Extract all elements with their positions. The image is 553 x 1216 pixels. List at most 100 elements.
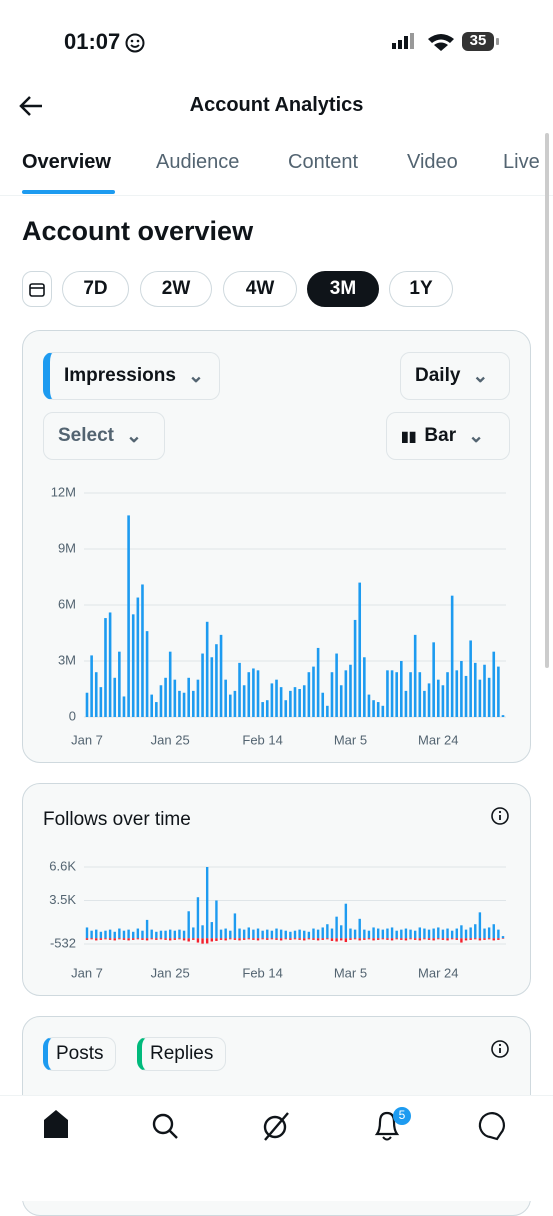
bar (487, 927, 491, 939)
bar (233, 690, 237, 717)
legend-label: Replies (150, 1043, 214, 1064)
bar (136, 938, 140, 940)
bar (330, 938, 334, 941)
legend-chip[interactable]: Posts (43, 1037, 116, 1071)
status-icons (392, 32, 499, 51)
bar (284, 930, 287, 939)
bar (265, 700, 269, 717)
tab[interactable]: Audience (156, 151, 240, 173)
bar (446, 938, 449, 941)
chart-type-dropdown[interactable]: ▮▮ Bar ⌄ (386, 412, 510, 460)
bar (455, 928, 458, 939)
chevron: ⌄ (472, 365, 489, 387)
bar (210, 657, 214, 717)
tab[interactable]: Live (503, 151, 540, 173)
compare-dropdown[interactable]: Select ⌄ (43, 412, 165, 460)
bar (187, 938, 190, 942)
x-tick-label: Mar 5 (334, 732, 367, 747)
bar (349, 938, 352, 940)
bar (377, 928, 380, 939)
bar (219, 938, 223, 940)
bar (159, 685, 163, 717)
bar (187, 677, 190, 717)
tab[interactable]: Content (288, 151, 359, 173)
range-button[interactable]: 2W (140, 271, 212, 307)
bar (192, 927, 195, 939)
bar (233, 913, 237, 939)
bar (335, 938, 338, 942)
bar (437, 938, 440, 940)
metric-label: Impressions (64, 365, 176, 386)
bar (367, 930, 371, 939)
bell-icon[interactable] (374, 1111, 400, 1136)
bar (326, 938, 329, 940)
bar (224, 679, 227, 717)
bar (155, 931, 158, 939)
bar (108, 929, 112, 939)
x-tick-label: Mar 24 (418, 732, 458, 747)
x-tick-label: Jan 7 (71, 732, 103, 747)
metric-dropdown[interactable]: Impressions ⌄ (43, 352, 220, 400)
range-button-selected[interactable]: 3M (307, 271, 379, 307)
bar (118, 938, 121, 940)
grok-icon[interactable] (263, 1115, 287, 1139)
charts: 0 3M 6M 9M 12M Jan 7 Jan 25 Feb 14 Mar 5 Mar 24 -5… (49, 484, 506, 980)
bar (469, 938, 472, 940)
bar (492, 938, 495, 941)
bar (298, 938, 301, 940)
info-icon[interactable] (490, 1039, 510, 1059)
bar (386, 938, 389, 940)
emoji-icon (125, 33, 145, 53)
bar (423, 928, 426, 939)
bar (182, 938, 186, 941)
bar (85, 927, 89, 939)
info-icon[interactable] (490, 806, 510, 826)
back-button[interactable] (18, 94, 44, 118)
bar (497, 929, 500, 939)
bar (363, 657, 366, 717)
bar (279, 929, 283, 939)
bar (344, 938, 348, 943)
bar (164, 677, 167, 717)
x-tick-label: Feb 14 (242, 732, 282, 747)
search-icon[interactable] (152, 1113, 174, 1135)
bar (104, 618, 107, 717)
range-button[interactable]: 1Y (389, 271, 453, 307)
bar (141, 584, 144, 717)
bar (141, 938, 144, 940)
calendar-button[interactable] (22, 271, 52, 307)
bar (321, 927, 324, 939)
bar (261, 938, 264, 940)
legend-chip[interactable]: Replies (137, 1037, 226, 1071)
bar (483, 928, 486, 939)
bar (441, 929, 445, 939)
bar (192, 938, 195, 940)
bar (238, 662, 241, 717)
interval-dropdown[interactable]: Daily ⌄ (400, 352, 510, 400)
notification-badge: 5 (398, 1108, 406, 1122)
bar (219, 929, 223, 939)
range-button[interactable]: 4W (223, 271, 297, 307)
bar (455, 670, 459, 717)
tab[interactable]: Video (407, 151, 458, 173)
bar (501, 715, 505, 717)
bar (363, 938, 366, 940)
bar (418, 672, 422, 717)
bar (122, 938, 126, 940)
tab[interactable]: Overview (22, 151, 111, 173)
bar (377, 938, 380, 940)
bar (321, 938, 324, 940)
messages-icon[interactable] (478, 1112, 506, 1141)
bar (99, 931, 103, 939)
x-tick-label: Jan 25 (151, 965, 190, 980)
bar (293, 687, 297, 717)
bar (229, 938, 232, 940)
range-button[interactable]: 7D (62, 271, 129, 307)
bar (99, 938, 103, 940)
card-title: Follows over time (43, 809, 191, 830)
bar (400, 929, 403, 939)
bar (330, 672, 334, 717)
home-icon[interactable] (44, 1110, 68, 1138)
bar (122, 696, 126, 717)
bar (474, 924, 477, 939)
